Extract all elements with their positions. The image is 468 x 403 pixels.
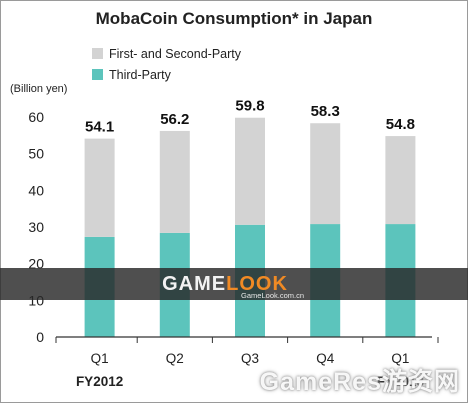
bar-total-label: 54.8 [386,116,415,133]
watermark-url: GameLook.com.cn [241,291,304,300]
chart-title: MobaCoin Consumption* in Japan [96,9,373,28]
bar-total-label: 56.2 [160,111,189,128]
bar-segment-first-second-party [159,130,190,233]
legend-label-third-party: Third-Party [109,68,172,82]
bar-total-label: 59.8 [235,98,264,115]
category-label: Q1 [391,351,409,366]
y-tick-label: 20 [28,256,44,272]
bars [84,117,416,337]
bar-segment-first-second-party [310,123,341,225]
y-tick-label: 0 [36,329,44,345]
bar-total-label: 58.3 [311,103,340,120]
bar-segment-first-second-party [235,117,265,225]
bar-segment-first-second-party [385,136,416,225]
y-axis-unit-label: (Billion yen) [10,83,67,95]
category-label: Q3 [241,351,259,366]
fiscal-year-label: FY2013 [377,374,425,389]
y-tick-label: 30 [28,219,44,235]
bar-total-label: 54.1 [85,119,114,136]
x-axis-ticks [55,337,439,343]
fiscal-year-labels: FY2012 FY2013 [76,374,425,389]
fiscal-year-label: FY2012 [76,374,123,389]
y-tick-label: 40 [28,182,44,198]
category-label: Q2 [166,351,184,366]
watermark-band [0,268,468,300]
y-tick-label: 60 [28,109,44,125]
category-label: Q1 [91,351,109,366]
watermark-logo: GAMELOOK [150,273,300,297]
legend-swatch-third-party [92,69,103,80]
watermark-logo-part1: GAME [162,273,227,295]
watermark-logo-part2: LOOK [226,273,288,295]
value-labels: 54.1 56.2 59.8 58.3 54.8 [85,98,415,136]
legend-swatch-first-second-party [92,48,103,59]
bar-segment-first-second-party [84,138,115,237]
watermark-bottom-text: GameRes游资网 [259,368,460,396]
legend-label-first-second-party: First- and Second-Party [109,47,242,61]
category-labels: Q1 Q2 Q3 Q4 Q1 [91,351,410,366]
category-label: Q4 [316,351,335,366]
y-tick-label: 50 [28,146,44,162]
